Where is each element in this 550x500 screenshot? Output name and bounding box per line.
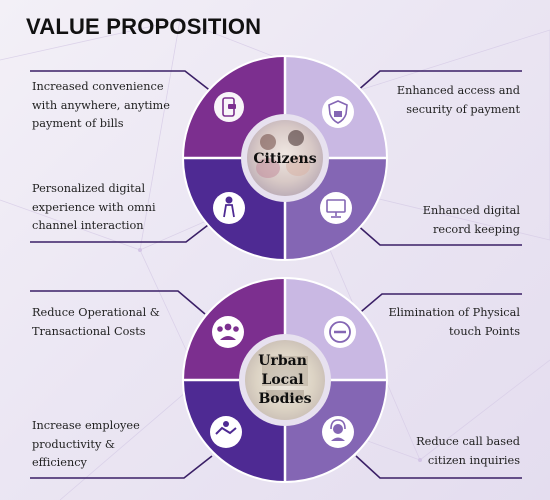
callout-record-keeping: Enhanced digital record keeping: [422, 204, 520, 236]
callout-payment-security: Enhanced access and security of payment: [396, 84, 520, 116]
handshake-icon: [210, 416, 242, 448]
team-icon: [212, 316, 244, 348]
callout-eliminate-touch-points: Elimination of Physical touch Points: [388, 306, 520, 338]
citizens-puzzle: Citizens: [182, 55, 388, 261]
callout-reduce-inquiries: Reduce call based citizen inquiries: [416, 435, 520, 467]
mobile-payment-icon: [214, 92, 244, 122]
computer-records-icon: [320, 192, 352, 224]
callout-convenience: Increased convenience with anywhere, any…: [32, 80, 170, 130]
support-agent-icon: [322, 416, 354, 448]
callout-reduce-costs: Reduce Operational & Transactional Costs: [32, 306, 160, 338]
ulb-label: Urban Local Bodies: [258, 353, 312, 407]
page-title: VALUE PROPOSITION: [26, 14, 262, 39]
callout-personalized-experience: Personalized digital experience with omn…: [32, 182, 156, 232]
callout-employee-productivity: Increase employee productivity & efficie…: [32, 419, 140, 469]
citizens-label: Citizens: [253, 151, 316, 167]
person-touch-icon: [213, 192, 245, 224]
ulb-puzzle: Urban Local Bodies: [182, 277, 388, 483]
no-entry-icon: [324, 316, 356, 348]
ulb-photo: [245, 340, 325, 420]
shield-lock-icon: [322, 96, 354, 128]
